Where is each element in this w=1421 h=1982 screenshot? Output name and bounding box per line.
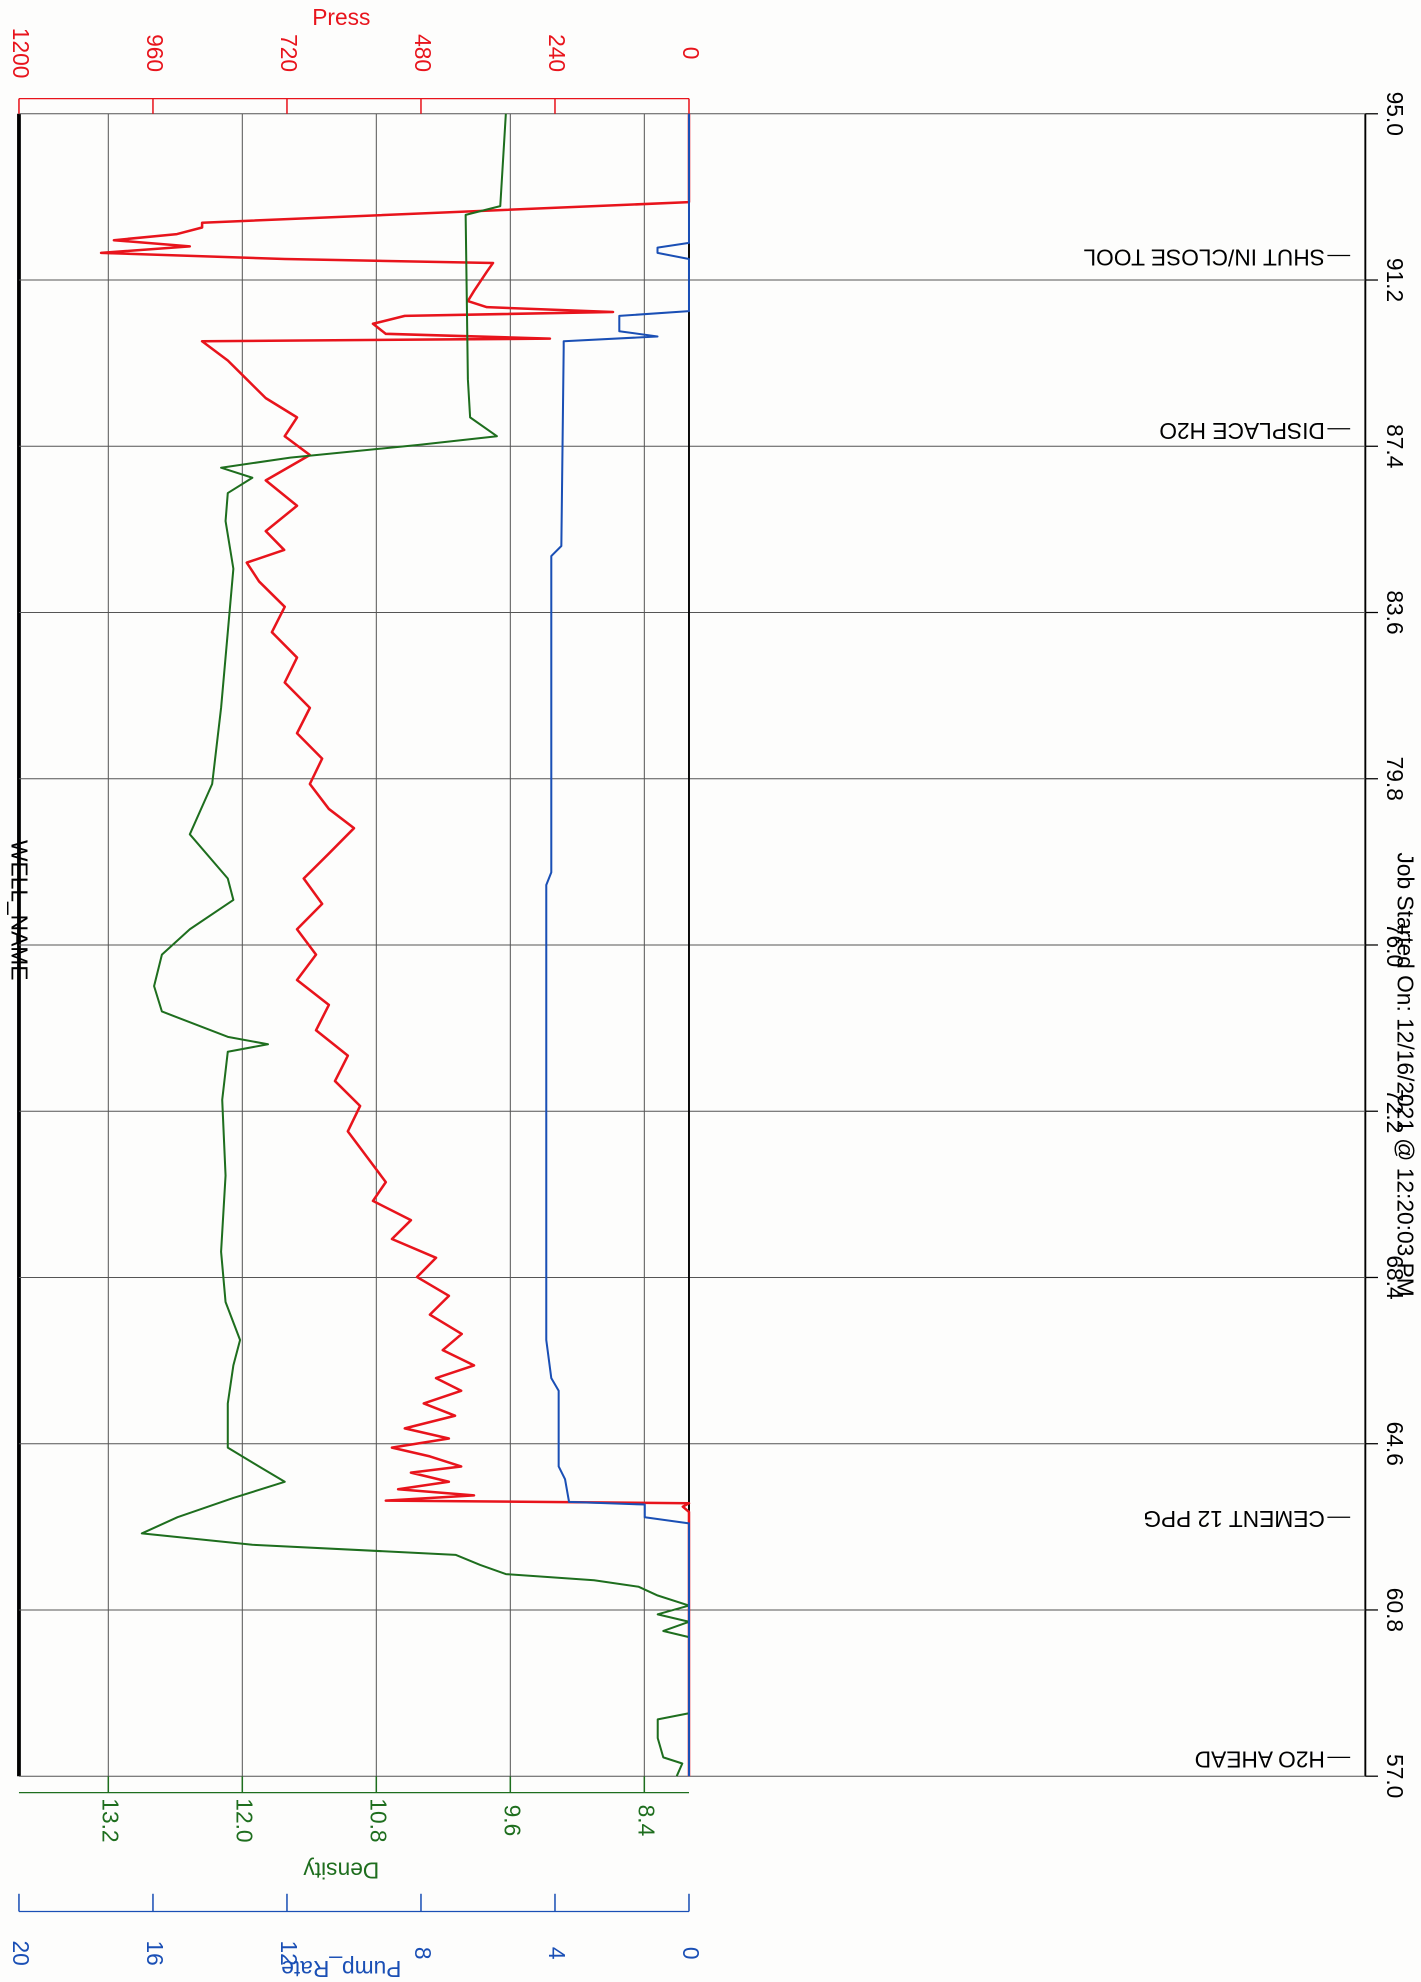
x-tick-label: 79.8 <box>1382 757 1408 801</box>
x-tick-label: 64.6 <box>1382 1422 1408 1466</box>
value-tick-label: 240 <box>544 34 570 72</box>
value-tick-label: 1200 <box>8 28 34 79</box>
annotation-label: SHUT IN/CLOSE TOOL <box>1083 245 1324 271</box>
value-tick-label: 8.4 <box>633 1805 659 1837</box>
series-line <box>99 113 691 1777</box>
value-tick-label: 480 <box>410 34 436 72</box>
chart-body: WELL_NAME Job Started On: 12/16/2021 @ 1… <box>7 4 1419 1982</box>
x-tick-label: 91.2 <box>1382 258 1408 302</box>
value-tick-label: 4 <box>544 1947 570 1960</box>
value-tick-label: 0 <box>678 47 704 60</box>
value-tick-label: 12 <box>276 1941 302 1966</box>
value-tick-label: 16 <box>142 1941 168 1966</box>
value-tick-label: 8 <box>410 1947 436 1960</box>
value-tick-label: 12.0 <box>231 1798 257 1842</box>
job-start-note: Job Started On: 12/16/2021 @ 12:20:03 PM <box>1392 852 1418 1296</box>
value-tick-label: 0 <box>678 1947 704 1960</box>
annotation-label: DISPLACE H2O <box>1159 418 1325 444</box>
x-tick-label: 95.0 <box>1382 92 1408 136</box>
x-tick-label: 83.6 <box>1382 590 1408 634</box>
value-tick-label: 960 <box>142 34 168 72</box>
value-tick-label: 720 <box>276 34 302 72</box>
x-tick-label: 87.4 <box>1382 424 1408 468</box>
series-line <box>140 113 691 1777</box>
value-tick-label: 9.6 <box>499 1805 525 1837</box>
axis-title: Density <box>303 1857 379 1883</box>
axis-title: Pump_Rate <box>281 1956 401 1982</box>
series-line <box>545 113 691 1777</box>
x-tick-label: 68.4 <box>1382 1255 1408 1299</box>
x-tick-label: 76.0 <box>1382 923 1408 967</box>
x-tick-label: 72.2 <box>1382 1089 1408 1133</box>
x-tick-label: 60.8 <box>1382 1588 1408 1632</box>
value-tick-label: 20 <box>8 1941 34 1966</box>
annotation-label: H2O AHEAD <box>1195 1746 1325 1772</box>
value-tick-label: 10.8 <box>365 1798 391 1842</box>
value-tick-label: 13.2 <box>97 1798 123 1842</box>
annotation-label: CEMENT 12 PPG <box>1143 1506 1325 1532</box>
x-tick-label: 57.0 <box>1382 1754 1408 1798</box>
axis-title: Press <box>312 4 370 30</box>
